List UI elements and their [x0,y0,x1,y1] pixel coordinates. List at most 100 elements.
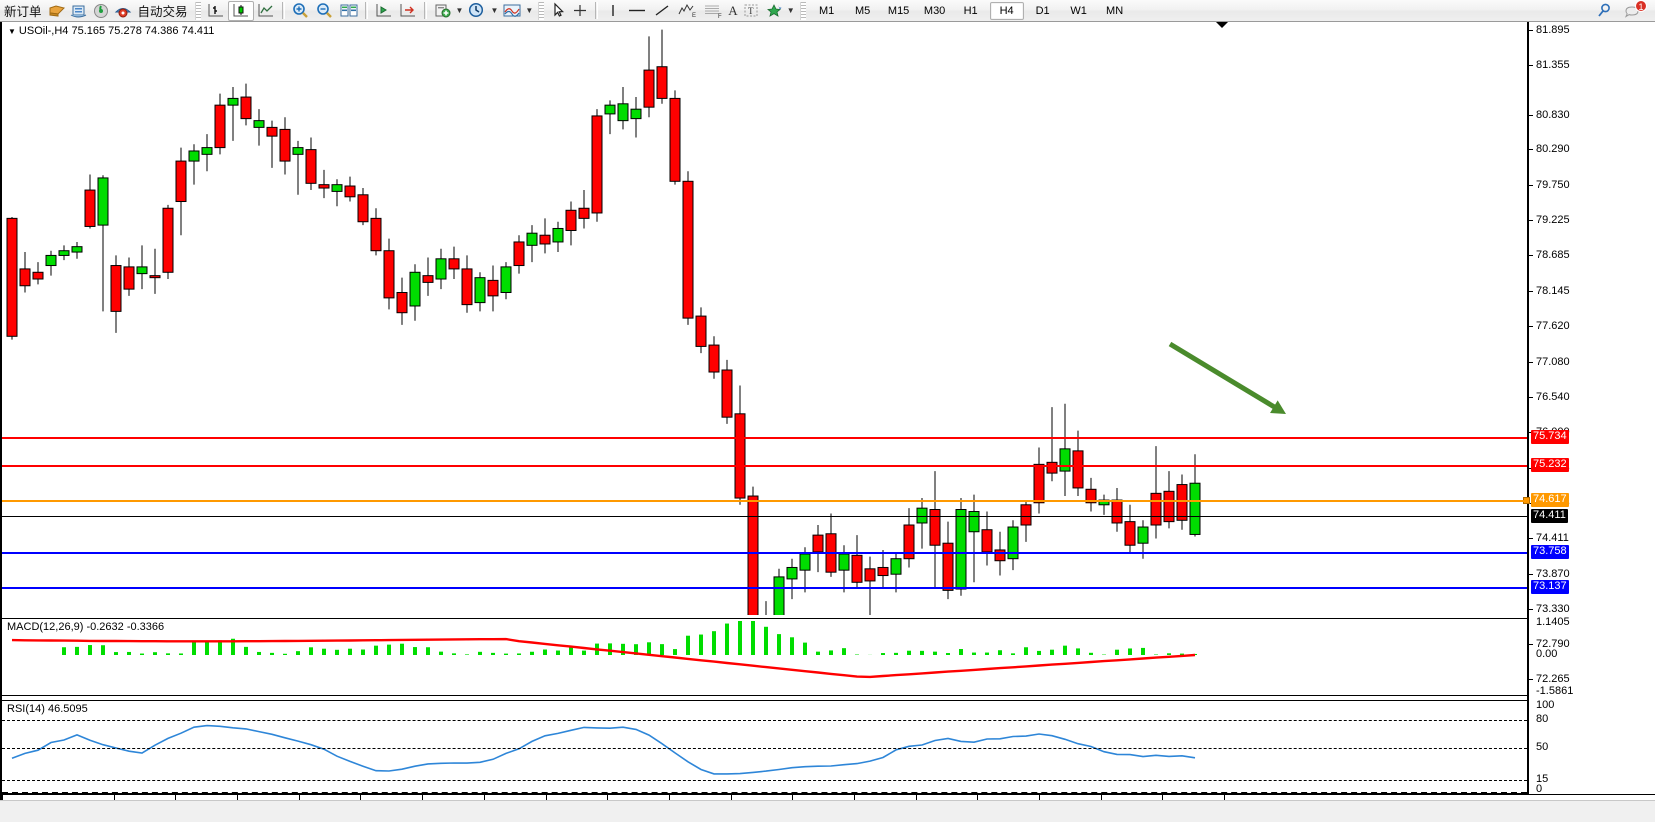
expert-advisor-icon[interactable] [112,1,134,21]
candlestick-chart-icon[interactable] [227,0,254,21]
price-tick: 78.685 [1529,249,1655,261]
price-pane[interactable]: ▼ USOil-,H4 75.165 75.278 74.386 74.411 [2,22,1527,615]
period-icon[interactable] [465,1,489,21]
templates-dropdown-arrow[interactable]: ▼ [525,6,534,15]
broadcast-icon[interactable] [90,1,112,21]
toolbar-grip-3[interactable] [799,1,806,20]
horizontal-line-icon[interactable] [624,1,650,21]
price-tick-mark [1529,609,1533,610]
time-tick-mark [546,795,547,800]
chart-area[interactable]: ▼ USOil-,H4 75.165 75.278 74.386 74.411 M… [0,22,1655,822]
price-marker-support[interactable]: 73.137 [1531,580,1569,594]
data-window-icon[interactable] [337,1,361,21]
timeframe-h4[interactable]: H4 [989,1,1024,20]
trendline-icon[interactable] [650,1,674,21]
rsi-indicator-label: RSI(14) 46.5095 [6,703,89,715]
time-tick-mark [916,795,917,800]
price-tick-label: 73.330 [1536,603,1570,615]
toolbar-grip[interactable] [194,1,201,20]
svg-text:F: F [718,14,722,19]
auto-trading-button[interactable]: 自动交易 [137,4,188,19]
fibonacci-icon[interactable]: F [700,1,726,21]
auto-scroll-icon[interactable] [396,1,420,21]
time-tick-mark [1224,795,1225,800]
time-tick-mark [114,795,115,800]
symbol-caret-icon[interactable]: ▼ [8,27,16,36]
shapes-dropdown-arrow[interactable]: ▼ [786,6,795,15]
timeframe-m5[interactable]: M5 [854,4,871,17]
status-bar [0,800,1655,822]
price-marker-resistance[interactable]: 75.232 [1531,458,1569,472]
macd-indicator-label: MACD(12,26,9) -0.2632 -0.3366 [6,621,166,633]
price-tick-label: 72.790 [1536,638,1570,650]
resistance-line-75232[interactable] [2,465,1527,467]
chat-icon[interactable]: 1 [1621,0,1647,21]
price-tick-label: 80.290 [1536,143,1570,155]
price-marker-current[interactable]: 74.411 [1531,509,1568,523]
order-line-74617[interactable] [2,500,1527,502]
timeframe-m30[interactable]: M30 [923,4,946,17]
price-tick-mark [1529,644,1533,645]
time-tick-mark [2,795,3,800]
timeframe-m15[interactable]: M15 [887,4,910,17]
price-marker-order[interactable]: 74.617 [1531,493,1569,507]
time-tick-mark [669,795,670,800]
timeframe-d1[interactable]: D1 [1035,4,1050,17]
price-tick-label: 74.411 [1536,532,1569,544]
time-axis-dash-separator [2,792,1527,794]
price-tick: 77.080 [1529,356,1655,368]
time-tick-mark [422,795,423,800]
cursor-icon[interactable] [547,1,569,21]
support-line-73758[interactable] [2,552,1527,554]
toolbar-separator [281,2,285,19]
chat-badge: 1 [1635,0,1647,12]
folder-icon[interactable] [46,1,68,21]
bar-chart-icon[interactable] [204,1,228,21]
support-line-73137[interactable] [2,587,1527,589]
timeframe-m1[interactable]: M1 [818,4,835,17]
timeframe-h1[interactable]: H1 [963,4,978,17]
price-tick: 81.355 [1529,59,1655,71]
search-icon[interactable] [1593,1,1615,21]
zoom-in-icon[interactable] [289,1,313,21]
price-tick-label: 78.145 [1536,285,1570,297]
price-tick-mark [1529,115,1533,116]
price-tick-label: 78.685 [1536,249,1570,261]
chart-shift-icon[interactable] [372,1,396,21]
timeframe-w1[interactable]: W1 [1070,4,1087,17]
price-axis[interactable]: 81.895 81.355 80.830 80.290 79.750 79.225 78.6… [1523,22,1655,795]
price-marker-support[interactable]: 73.758 [1531,545,1569,559]
resistance-line-75734[interactable] [2,437,1527,439]
macd-pane[interactable]: MACD(12,26,9) -0.2632 -0.3366 [2,618,1527,696]
price-tick: 72.265 [1529,673,1655,685]
period-dropdown-arrow[interactable]: ▼ [490,6,499,15]
toolbar-separator-2 [364,2,368,19]
templates-icon[interactable] [500,1,524,21]
rsi-pane[interactable]: RSI(14) 46.5095 [2,700,1527,794]
price-tick-mark [1529,538,1533,539]
zoom-out-icon[interactable] [313,1,337,21]
text-icon[interactable]: A [728,2,738,18]
time-tick-mark [977,795,978,800]
indicators-dropdown-arrow[interactable]: ▼ [455,6,464,15]
elliott-wave-icon[interactable]: E [674,1,700,21]
time-tick-mark [1101,795,1102,800]
vertical-line-icon[interactable] [602,1,624,21]
text-label-icon[interactable]: T [740,1,762,21]
bearish-trend-arrow[interactable] [2,22,1527,615]
crosshair-icon[interactable] [569,1,591,21]
price-tick: 79.225 [1529,214,1655,226]
line-chart-icon[interactable] [254,1,278,21]
new-order-button[interactable]: 新订单 [4,4,42,19]
price-tick-label: 76.540 [1536,391,1570,403]
price-tick: 77.620 [1529,320,1655,332]
indicators-icon[interactable] [431,1,455,21]
timeframe-mn[interactable]: MN [1106,4,1124,17]
price-tick-mark [1529,185,1533,186]
chart-scroll-marker[interactable] [1216,22,1228,28]
time-tick-mark [175,795,176,800]
price-marker-resistance[interactable]: 75.734 [1531,430,1569,444]
shapes-icon[interactable] [762,1,786,21]
open-chart-icon[interactable] [68,1,90,21]
toolbar-grip-2[interactable] [538,1,545,20]
